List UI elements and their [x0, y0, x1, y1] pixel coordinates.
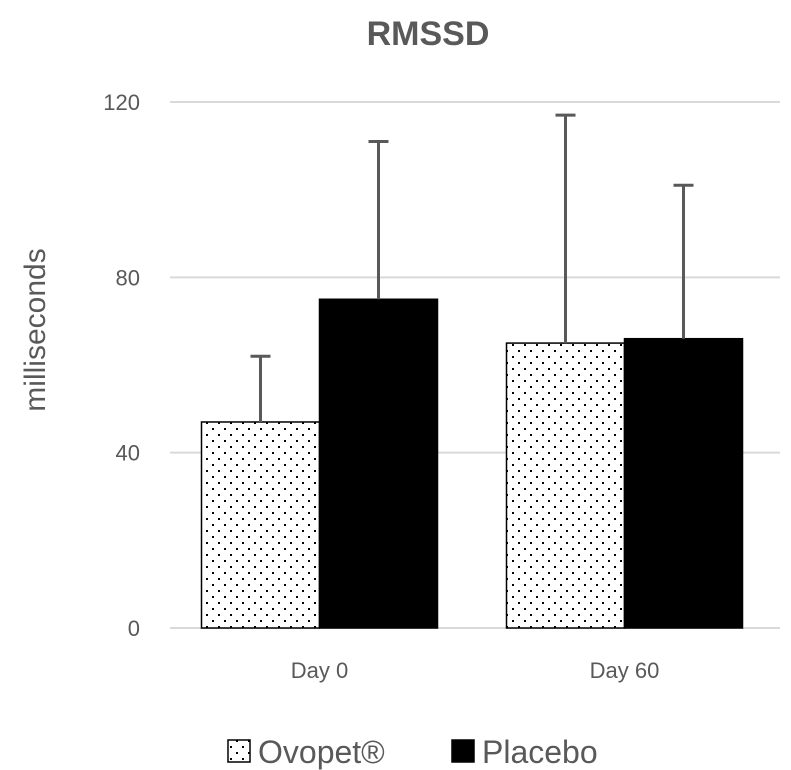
y-tick-label: 40 — [116, 441, 140, 466]
y-tick-label: 120 — [103, 90, 140, 115]
x-category-label: Day 60 — [590, 658, 660, 683]
legend-swatch-placebo — [451, 739, 475, 763]
y-tick-labels: 0 40 80 120 — [103, 90, 140, 641]
bars — [200, 298, 744, 629]
legend-swatch-ovopet — [227, 739, 251, 763]
y-axis-label: milliseconds — [19, 248, 52, 411]
y-tick-label: 80 — [116, 265, 140, 290]
legend-label-ovopet: Ovopet® — [258, 734, 385, 770]
legend: Ovopet® Placebo — [227, 734, 598, 770]
x-category-label: Day 0 — [291, 658, 348, 683]
chart-title: RMSSD — [367, 15, 490, 53]
x-category-labels: Day 0 Day 60 — [291, 658, 660, 683]
bar-ovopet-1 — [505, 342, 626, 629]
y-tick-label: 0 — [128, 616, 140, 641]
bar-placebo-1 — [623, 337, 744, 629]
legend-label-placebo: Placebo — [482, 734, 598, 770]
bar-ovopet-0 — [200, 421, 321, 629]
bar-placebo-0 — [318, 298, 439, 629]
error-bars — [250, 113, 694, 422]
